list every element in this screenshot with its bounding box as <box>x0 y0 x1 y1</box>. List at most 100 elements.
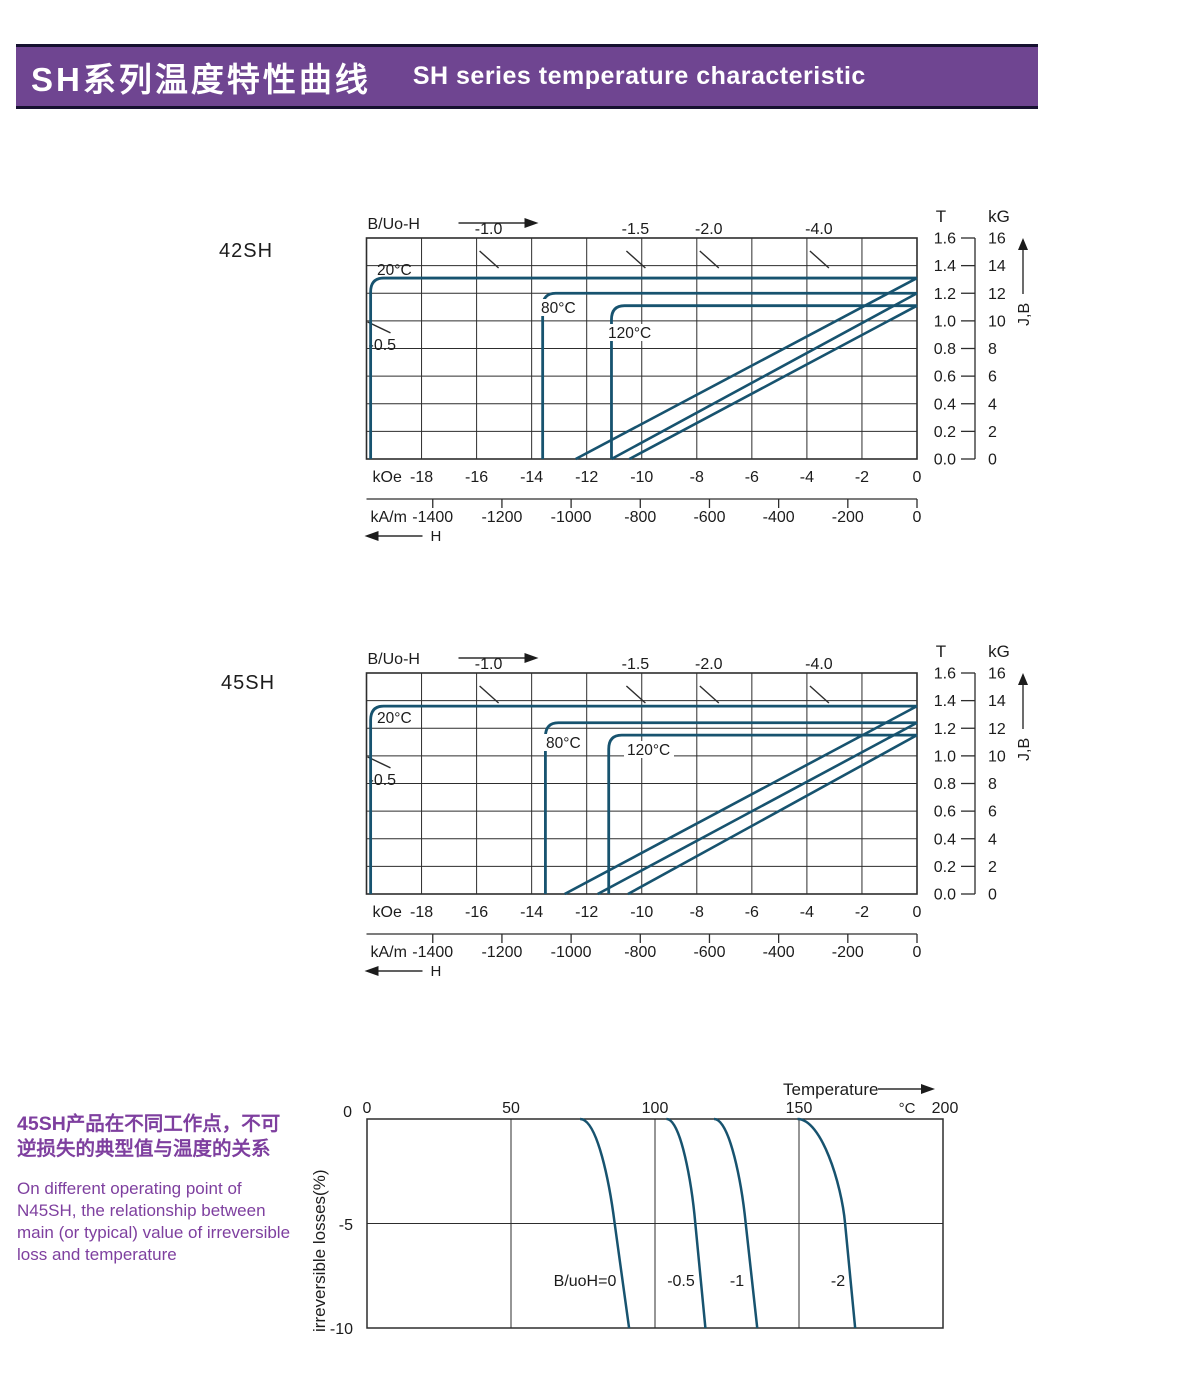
loss-note-en-line2: N45SH, the relationship between <box>17 1201 266 1220</box>
j-curve-20°C <box>369 704 917 894</box>
x-tick-koe: -2 <box>855 904 869 921</box>
x-tick-koe: -10 <box>630 469 653 486</box>
loss-x-tick: 50 <box>502 1100 520 1117</box>
x-tick-koe: -14 <box>520 469 543 486</box>
y-tick-kg: 0 <box>988 887 997 904</box>
y-tick-t: 1.4 <box>934 258 956 275</box>
y-unit-kg: kG <box>988 642 1010 661</box>
loss-x-tick: 200 <box>932 1100 959 1117</box>
x-tick-koe: -6 <box>745 904 759 921</box>
loss-curve-label-B/uoH=0: B/uoH=0 <box>554 1273 617 1290</box>
y-tick-t: 1.4 <box>934 693 956 710</box>
right-arrow-icon <box>921 1084 935 1094</box>
y-tick-t: 1.0 <box>934 748 956 765</box>
load-line-tick <box>625 250 646 269</box>
load-line-tick <box>479 685 500 704</box>
load-line-label: -1.0 <box>475 221 503 238</box>
x-tick-kam: -400 <box>763 509 795 526</box>
loss-note-en-line3: main (or typical) value of irreversible <box>17 1223 291 1242</box>
y-tick-t: 0.2 <box>934 859 956 876</box>
load-line-tick <box>479 250 500 269</box>
y-tick-t: 1.0 <box>934 313 956 330</box>
x-unit-kam: kA/m <box>371 509 407 526</box>
chart-label-45sh: 45SH <box>221 672 276 694</box>
x-tick-kam: -1000 <box>551 509 592 526</box>
load-line-label: -1.5 <box>622 656 650 673</box>
loss-x-axis-label: Temperature <box>783 1080 878 1099</box>
load-line-tick <box>809 685 830 704</box>
y-tick-kg: 6 <box>988 804 997 821</box>
x-unit-koe: kOe <box>373 904 402 921</box>
loss-curve-B/uoH=0 <box>579 1117 631 1329</box>
x-tick-koe: 0 <box>913 904 922 921</box>
load-line-label-left: -0.5 <box>369 772 397 789</box>
load-line-tick <box>699 685 720 704</box>
x-tick-koe: -16 <box>465 469 488 486</box>
x-tick-koe: -8 <box>690 904 704 921</box>
load-line-label: -4.0 <box>805 656 833 673</box>
b-curve-20°C <box>564 705 918 896</box>
y-tick-kg: 2 <box>988 859 997 876</box>
series-label-bg <box>605 324 655 341</box>
x-tick-kam: -1400 <box>412 944 453 961</box>
x-tick-koe: -4 <box>800 904 814 921</box>
loss-note-zh-line2: 逆损失的典型值与温度的关系 <box>17 1138 271 1160</box>
y-tick-t: 0.0 <box>934 887 956 904</box>
y-unit-t: T <box>936 642 946 661</box>
load-line-tick <box>699 250 720 269</box>
x-tick-kam: -600 <box>693 509 725 526</box>
chart-label-42sh: 42SH <box>219 240 274 262</box>
x-tick-koe: -12 <box>575 904 598 921</box>
y-tick-t: 0.6 <box>934 369 956 386</box>
series-label-20°C: 20°C <box>377 262 412 279</box>
h-arrow-label: H <box>431 528 442 545</box>
load-line-label: -4.0 <box>805 221 833 238</box>
load-line-label: -2.0 <box>695 656 723 673</box>
y-tick-kg: 10 <box>988 748 1006 765</box>
y-tick-t: 1.6 <box>934 231 956 248</box>
y-tick-kg: 10 <box>988 313 1006 330</box>
page-title-english: SH series temperature characteristic <box>412 62 866 90</box>
x-tick-kam: -1000 <box>551 944 592 961</box>
x-tick-kam: -400 <box>763 944 795 961</box>
series-label-120°C: 120°C <box>608 325 651 342</box>
loss-x-tick: 150 <box>786 1100 813 1117</box>
x-tick-koe: -18 <box>410 904 433 921</box>
b-curve-120°C <box>627 734 918 896</box>
y-unit-kg: kG <box>988 207 1010 226</box>
y-tick-t: 0.0 <box>934 452 956 469</box>
h-arrow-label: H <box>431 963 442 980</box>
load-line-label: -1.5 <box>622 221 650 238</box>
loss-note-english: On different operating point of N45SH, t… <box>17 1178 290 1266</box>
loss-curve-label--0.5: -0.5 <box>667 1273 695 1290</box>
loss-note-en-line4: loss and temperature <box>17 1245 177 1264</box>
loss-note-en-line1: On different operating point of <box>17 1179 242 1198</box>
series-label-80°C: 80°C <box>546 735 581 752</box>
y-tick-t: 1.2 <box>934 286 956 303</box>
left-arrow-icon <box>364 966 379 976</box>
y-tick-t: 0.4 <box>934 396 956 413</box>
demag-plot-border <box>365 672 918 895</box>
y-tick-t: 0.8 <box>934 341 956 358</box>
x-tick-kam: -800 <box>624 509 656 526</box>
up-arrow-icon <box>1018 238 1028 250</box>
y-tick-t: 0.2 <box>934 424 956 441</box>
demag-plot-border <box>365 237 918 460</box>
x-tick-koe: -12 <box>575 469 598 486</box>
x-tick-kam: 0 <box>913 944 922 961</box>
loss-curve--2 <box>797 1117 857 1329</box>
y-tick-t: 0.8 <box>934 776 956 793</box>
x-tick-kam: -200 <box>832 944 864 961</box>
x-unit-koe: kOe <box>373 469 402 486</box>
title-banner: SH系列温度特性曲线 SH series temperature charact… <box>16 44 1038 109</box>
y-tick-kg: 2 <box>988 424 997 441</box>
x-tick-koe: -6 <box>745 469 759 486</box>
loss-y-axis-label: irreversible losses(%) <box>310 1170 329 1332</box>
y-tick-t: 0.6 <box>934 804 956 821</box>
y-tick-kg: 12 <box>988 286 1006 303</box>
loss-note-zh-line1: 45SH产品在不同工作点，不可 <box>17 1113 281 1135</box>
series-label-bg <box>538 299 580 316</box>
x-tick-kam: -200 <box>832 509 864 526</box>
load-line-label: -2.0 <box>695 221 723 238</box>
